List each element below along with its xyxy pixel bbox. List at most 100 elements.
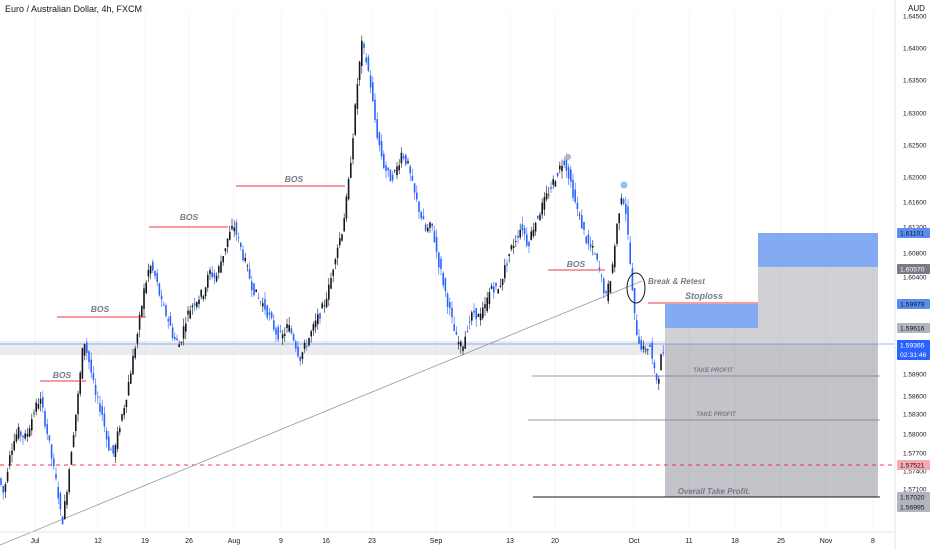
candle-body bbox=[136, 333, 139, 344]
candle-body bbox=[189, 310, 191, 319]
candle-body bbox=[651, 342, 653, 359]
candle-body bbox=[35, 402, 37, 412]
candle-body bbox=[394, 170, 396, 171]
candle-body bbox=[515, 241, 517, 242]
price-tag-label: 1.57521 bbox=[900, 463, 925, 470]
candle-body bbox=[308, 337, 310, 346]
candle-body bbox=[402, 155, 405, 159]
candle-body bbox=[86, 342, 88, 353]
candle-body bbox=[565, 158, 568, 171]
candle-body bbox=[176, 338, 178, 341]
candle-body bbox=[180, 342, 183, 343]
candle-body bbox=[398, 165, 400, 171]
candle-body bbox=[365, 57, 367, 63]
candle-body bbox=[607, 283, 609, 302]
candle-body bbox=[277, 327, 279, 340]
candle-body bbox=[466, 330, 469, 332]
candle-body bbox=[90, 359, 92, 373]
candle-body bbox=[64, 501, 66, 519]
candle-body bbox=[81, 348, 84, 379]
candle-body bbox=[455, 331, 458, 335]
y-tick-label: 1.62500 bbox=[903, 143, 927, 150]
stoploss-label: Stoploss bbox=[685, 291, 723, 301]
candle-body bbox=[53, 458, 55, 467]
candle-body bbox=[583, 221, 585, 230]
candle-body bbox=[400, 152, 403, 164]
candle-body bbox=[134, 348, 136, 358]
x-tick-label: 23 bbox=[368, 538, 376, 545]
candle-body bbox=[75, 414, 77, 432]
take-profit-1-label: TAKE PROFIT bbox=[693, 368, 734, 374]
break-retest-label: Break & Retest bbox=[648, 277, 705, 286]
candle-body bbox=[112, 445, 114, 454]
candle-body bbox=[268, 312, 271, 315]
x-tick-label: 26 bbox=[185, 538, 193, 545]
high-marker bbox=[620, 181, 628, 189]
candle-body bbox=[59, 493, 62, 510]
candle-body bbox=[517, 235, 519, 238]
candle-body bbox=[380, 141, 383, 157]
candle-body bbox=[297, 346, 299, 357]
candle-body bbox=[409, 166, 411, 174]
candle-body bbox=[46, 424, 48, 434]
candle-body bbox=[589, 244, 592, 248]
candle-body bbox=[369, 75, 372, 88]
target-zone-overlap bbox=[665, 344, 878, 497]
candle-body bbox=[662, 352, 664, 354]
candle-body bbox=[539, 214, 541, 221]
candle-body bbox=[211, 272, 213, 277]
y-tick-label: 1.60400 bbox=[903, 275, 927, 282]
candle-body bbox=[383, 154, 385, 168]
candle-body bbox=[48, 435, 51, 441]
candle-body bbox=[229, 231, 231, 240]
candle-body bbox=[640, 340, 642, 350]
candle-body bbox=[449, 302, 451, 309]
candle-body bbox=[149, 265, 152, 274]
candle-body bbox=[501, 278, 504, 286]
candle-body bbox=[132, 355, 134, 375]
candle-body bbox=[28, 428, 31, 437]
candle-body bbox=[15, 434, 18, 442]
candle-body bbox=[506, 263, 508, 266]
candle-body bbox=[444, 278, 447, 291]
candle-body bbox=[627, 206, 629, 235]
candle-body bbox=[361, 40, 363, 66]
price-tag bbox=[897, 502, 930, 512]
candle-body bbox=[556, 173, 559, 177]
candle-body bbox=[330, 277, 332, 289]
y-tick-label: 1.57100 bbox=[903, 487, 927, 494]
candle-body bbox=[354, 104, 356, 135]
candle-body bbox=[512, 245, 515, 249]
candle-body bbox=[605, 291, 607, 293]
candle-body bbox=[319, 313, 321, 319]
annotations-layer: BOS BOS BOS BOS BOS Break & Retest Stoploss TAK… bbox=[40, 154, 750, 496]
candle-body bbox=[99, 403, 101, 413]
trade-zones-layer bbox=[0, 233, 895, 546]
candle-body bbox=[97, 396, 99, 398]
candle-body bbox=[625, 204, 627, 215]
candle-body bbox=[537, 216, 539, 219]
y-tick-label: 1.64500 bbox=[903, 14, 927, 21]
y-tick-label: 1.63000 bbox=[903, 111, 927, 118]
candle-body bbox=[303, 342, 306, 349]
price-tag-label: 1.59365 bbox=[900, 343, 925, 350]
candle-body bbox=[235, 222, 238, 235]
candle-body bbox=[290, 328, 293, 334]
candle-body bbox=[295, 341, 297, 349]
candle-body bbox=[603, 278, 605, 294]
candle-body bbox=[438, 252, 440, 268]
candle-body bbox=[462, 346, 464, 352]
candle-body bbox=[636, 320, 638, 336]
x-tick-label: Nov bbox=[820, 538, 833, 545]
candle-body bbox=[2, 485, 4, 493]
candle-body bbox=[548, 194, 550, 196]
candle-body bbox=[336, 247, 339, 258]
candle-body bbox=[24, 433, 26, 439]
price-tag-countdown: 02:31:46 bbox=[900, 352, 927, 359]
candle-body bbox=[191, 305, 194, 308]
candle-body bbox=[42, 397, 44, 408]
candle-body bbox=[484, 304, 486, 309]
candle-body bbox=[288, 324, 290, 332]
